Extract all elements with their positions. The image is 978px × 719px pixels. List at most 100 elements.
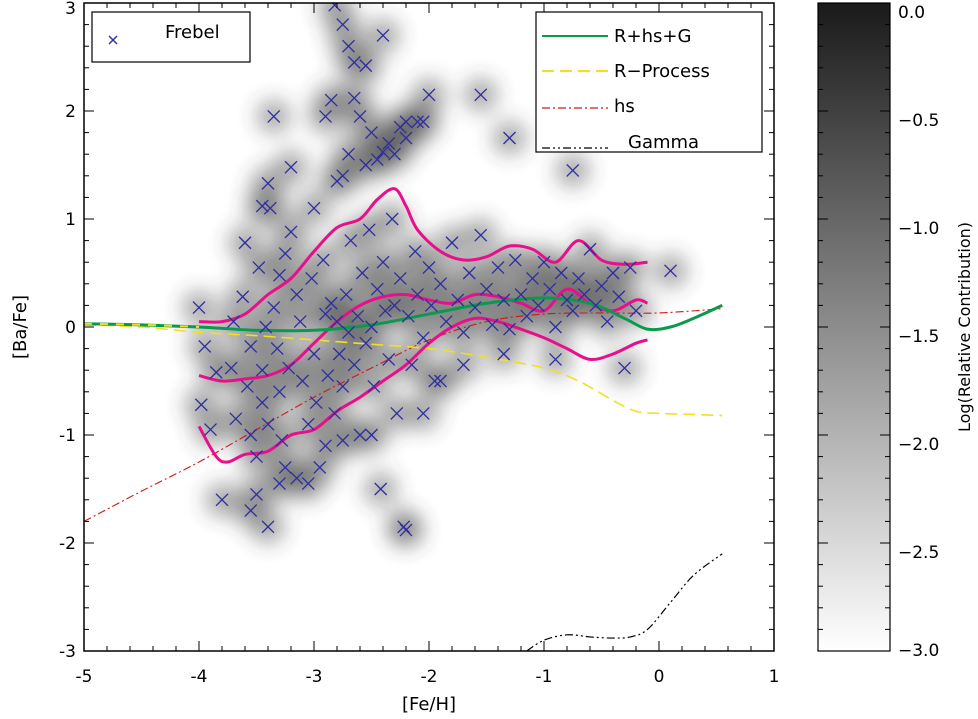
frebel-point — [405, 358, 419, 372]
hs-line — [84, 308, 723, 522]
colorbar-ticks — [818, 2, 890, 652]
frebel-point — [537, 255, 551, 269]
frebel-point — [309, 396, 323, 410]
frebel-point — [342, 325, 355, 339]
frebel-point — [321, 369, 335, 383]
colorbar: 0.0 −0.5 −1.0 −1.5 −2.0 −2.5 −3.0 Log(Re… — [817, 2, 974, 661]
frebel-point — [362, 223, 376, 237]
legend-gamma-label: Gamma — [628, 132, 699, 153]
colorbar-gradient — [817, 2, 891, 652]
frebel-point — [397, 520, 411, 534]
y-tick-label: 2 — [65, 102, 76, 122]
frebel-point — [259, 320, 273, 334]
envelope-lower-line — [197, 316, 648, 464]
legend-left: Frebel — [91, 11, 251, 63]
frebel-point — [457, 358, 470, 372]
frebel-point — [324, 93, 338, 107]
legend-frebel-marker — [108, 35, 118, 45]
colorbar-tick-label: −3.0 — [898, 641, 939, 661]
frebel-point — [549, 352, 562, 366]
x-axis-label: [Fe/H] — [402, 694, 456, 715]
frebel-point — [497, 347, 511, 361]
frebel-point — [503, 322, 516, 336]
frebel-point — [589, 298, 603, 312]
frebel-point — [385, 212, 399, 226]
frebel-point — [255, 199, 269, 213]
rhsg-line — [84, 296, 723, 333]
frebel-point — [416, 115, 430, 129]
frebel-point — [355, 266, 369, 280]
frebel-point — [342, 147, 355, 161]
frebel-point — [583, 242, 597, 256]
frebel-point — [474, 228, 488, 242]
colorbar-tick-label: 0.0 — [898, 3, 925, 23]
frebel-point — [664, 264, 677, 278]
frebel-point — [330, 315, 344, 329]
frebel-point — [344, 234, 358, 248]
frebel-point — [238, 236, 252, 250]
frebel-point — [399, 523, 413, 537]
frebel-point — [267, 109, 281, 123]
frebel-point — [526, 271, 539, 285]
frebel-point — [370, 282, 384, 296]
frebel-point — [485, 318, 499, 332]
frebel-point — [520, 309, 534, 323]
frebel-point — [560, 293, 574, 307]
y-axis-label: [Ba/Fe] — [10, 295, 31, 359]
frebel-point — [250, 487, 263, 501]
frebel-point — [261, 417, 275, 431]
colorbar-tick-label: −1.0 — [898, 219, 939, 239]
frebel-point — [462, 266, 476, 280]
frebel-point — [370, 153, 384, 167]
x-tick-label: 1 — [769, 667, 780, 687]
colorbar-tick-label: −0.5 — [898, 111, 939, 131]
frebel-point — [255, 363, 269, 377]
frebel-point — [313, 460, 327, 474]
legend-rhsg-label: R+hs+G — [614, 26, 691, 47]
y-tick-labels: -3 -2 -1 0 1 2 3 — [59, 0, 76, 662]
frebel-point — [382, 136, 396, 150]
y-tick-label: 0 — [65, 318, 76, 338]
y-tick-label: 3 — [65, 0, 76, 19]
frebel-point — [378, 304, 392, 318]
x-tick-labels: -5 -4 -3 -2 -1 0 1 — [76, 667, 780, 687]
frebel-point — [359, 158, 373, 172]
frebel-point — [252, 261, 266, 275]
x-tick-label: -2 — [421, 667, 438, 687]
frebel-point — [376, 255, 390, 269]
y-tick-label: -1 — [59, 426, 76, 446]
legend-left-box — [91, 11, 251, 63]
frebel-point — [390, 406, 404, 420]
colorbar-tick-label: −2.0 — [898, 435, 939, 455]
legend-rprocess-label: R−Process — [614, 61, 710, 82]
frebel-point — [416, 331, 430, 345]
frebel-point — [367, 379, 381, 393]
frebel-point — [382, 352, 396, 366]
frebel-point — [316, 253, 330, 267]
frebel-point — [445, 236, 459, 250]
frebel-point — [351, 309, 365, 323]
axis-ticks — [83, 2, 775, 652]
frebel-point — [365, 126, 378, 140]
frebel-point — [278, 460, 292, 474]
frebel-point — [399, 131, 413, 145]
frebel-point — [204, 423, 217, 437]
frebel-point — [255, 396, 269, 410]
frebel-point — [543, 282, 557, 296]
frebel-point — [376, 28, 390, 42]
frebel-point — [424, 298, 438, 312]
frebel-point — [301, 477, 315, 491]
x-tick-label: 0 — [654, 667, 665, 687]
frebel-point — [209, 365, 223, 379]
x-tick-label: -3 — [306, 667, 323, 687]
rprocess-line — [84, 324, 723, 417]
frebel-point — [572, 271, 585, 285]
frebel-point — [319, 307, 332, 321]
frebel-point — [342, 39, 355, 53]
frebel-point — [422, 261, 436, 275]
frebel-point — [336, 169, 350, 183]
frebel-point — [301, 417, 315, 431]
frebel-point — [328, 406, 342, 420]
y-tick-label: -3 — [59, 642, 76, 662]
